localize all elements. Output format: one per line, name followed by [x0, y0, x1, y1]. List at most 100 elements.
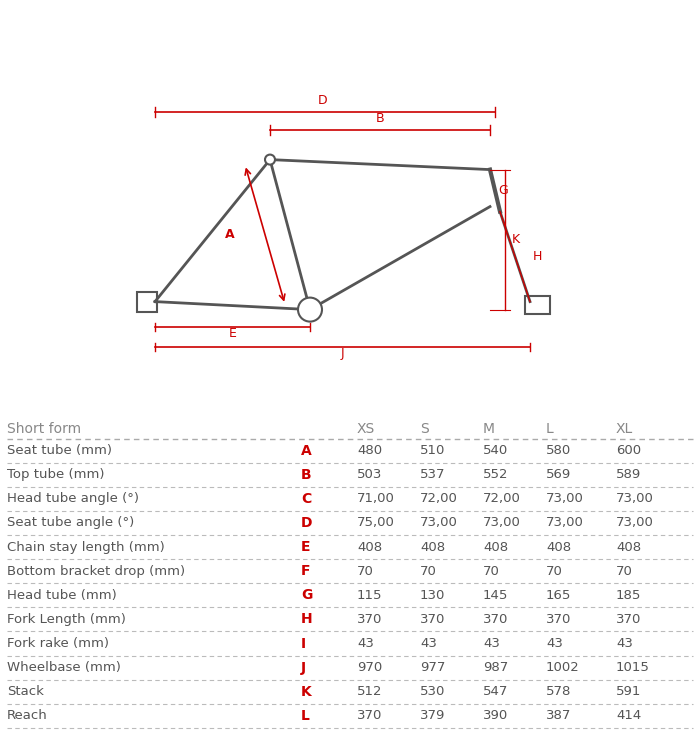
Text: 70: 70	[483, 565, 500, 578]
Text: Head tube angle (°): Head tube angle (°)	[7, 492, 139, 505]
Text: 970: 970	[357, 661, 382, 674]
Text: 71,00: 71,00	[357, 492, 395, 505]
Text: 503: 503	[357, 468, 382, 481]
Text: XL: XL	[616, 422, 634, 436]
Text: 1002: 1002	[546, 661, 580, 674]
Text: 75,00: 75,00	[357, 517, 395, 529]
Text: B: B	[301, 468, 312, 482]
Text: Wheelbase (mm): Wheelbase (mm)	[7, 661, 121, 674]
Text: 987: 987	[483, 661, 508, 674]
Text: 73,00: 73,00	[616, 517, 654, 529]
Text: 185: 185	[616, 589, 641, 602]
Text: 370: 370	[420, 613, 445, 626]
Text: 70: 70	[420, 565, 437, 578]
Text: 530: 530	[420, 685, 445, 699]
Text: Bottom bracket drop (mm): Bottom bracket drop (mm)	[7, 565, 185, 578]
Text: 72,00: 72,00	[483, 492, 521, 505]
Text: 569: 569	[546, 468, 571, 481]
Text: H: H	[301, 613, 313, 626]
Text: 370: 370	[546, 613, 571, 626]
Text: 580: 580	[546, 444, 571, 457]
Text: XS: XS	[357, 422, 375, 436]
Text: 408: 408	[616, 540, 641, 554]
Text: 537: 537	[420, 468, 445, 481]
Text: 589: 589	[616, 468, 641, 481]
Text: J: J	[341, 346, 344, 360]
Text: D: D	[318, 93, 328, 107]
Text: G: G	[498, 184, 508, 197]
Text: 977: 977	[420, 661, 445, 674]
Text: Seat tube angle (°): Seat tube angle (°)	[7, 517, 134, 529]
Text: Fork rake (mm): Fork rake (mm)	[7, 637, 109, 650]
Text: 408: 408	[420, 540, 445, 554]
Text: 43: 43	[483, 637, 500, 650]
Text: 115: 115	[357, 589, 382, 602]
Circle shape	[298, 297, 322, 322]
Text: 379: 379	[420, 710, 445, 722]
Text: 73,00: 73,00	[546, 517, 584, 529]
Text: 512: 512	[357, 685, 382, 699]
Text: 130: 130	[420, 589, 445, 602]
Text: 72,00: 72,00	[420, 492, 458, 505]
Text: S: S	[420, 422, 428, 436]
Text: 1015: 1015	[616, 661, 650, 674]
Text: I: I	[301, 636, 306, 650]
Circle shape	[265, 155, 275, 164]
Text: 578: 578	[546, 685, 571, 699]
Text: 370: 370	[616, 613, 641, 626]
Text: D: D	[301, 516, 312, 530]
Text: 165: 165	[546, 589, 571, 602]
Text: 510: 510	[420, 444, 445, 457]
Text: H: H	[533, 250, 542, 263]
Text: 43: 43	[546, 637, 563, 650]
Text: 43: 43	[616, 637, 633, 650]
Text: 70: 70	[546, 565, 563, 578]
Text: 145: 145	[483, 589, 508, 602]
Text: 370: 370	[357, 613, 382, 626]
Text: E: E	[301, 540, 311, 554]
Text: Short form: Short form	[7, 422, 81, 436]
Text: A: A	[225, 228, 234, 241]
Text: Chain stay length (mm): Chain stay length (mm)	[7, 540, 164, 554]
Text: E: E	[229, 326, 237, 340]
Text: 540: 540	[483, 444, 508, 457]
Text: A: A	[301, 443, 312, 457]
Text: 370: 370	[483, 613, 508, 626]
FancyBboxPatch shape	[137, 292, 157, 312]
Text: J: J	[301, 661, 306, 675]
Text: 43: 43	[420, 637, 437, 650]
Text: F: F	[301, 564, 311, 578]
Text: 480: 480	[357, 444, 382, 457]
Text: 73,00: 73,00	[483, 517, 521, 529]
Text: C: C	[301, 492, 312, 506]
Text: 73,00: 73,00	[616, 492, 654, 505]
Text: 600: 600	[616, 444, 641, 457]
Text: 70: 70	[357, 565, 374, 578]
Text: 408: 408	[546, 540, 571, 554]
Text: 414: 414	[616, 710, 641, 722]
Text: K: K	[512, 233, 520, 246]
Text: M: M	[483, 422, 495, 436]
Text: 43: 43	[357, 637, 374, 650]
Text: Seat tube (mm): Seat tube (mm)	[7, 444, 112, 457]
Text: 408: 408	[483, 540, 508, 554]
Text: Stack: Stack	[7, 685, 44, 699]
Text: Head tube (mm): Head tube (mm)	[7, 589, 117, 602]
Text: G: G	[301, 588, 312, 602]
Text: 552: 552	[483, 468, 508, 481]
Text: 387: 387	[546, 710, 571, 722]
Text: 73,00: 73,00	[546, 492, 584, 505]
Text: 547: 547	[483, 685, 508, 699]
Text: L: L	[546, 422, 554, 436]
Text: 70: 70	[616, 565, 633, 578]
Text: L: L	[301, 709, 310, 723]
Text: K: K	[301, 684, 312, 699]
Text: Top tube (mm): Top tube (mm)	[7, 468, 104, 481]
Text: 73,00: 73,00	[420, 517, 458, 529]
FancyBboxPatch shape	[525, 295, 550, 314]
Text: Fork Length (mm): Fork Length (mm)	[7, 613, 126, 626]
Text: 591: 591	[616, 685, 641, 699]
Text: B: B	[376, 112, 384, 124]
Text: 370: 370	[357, 710, 382, 722]
Text: 408: 408	[357, 540, 382, 554]
